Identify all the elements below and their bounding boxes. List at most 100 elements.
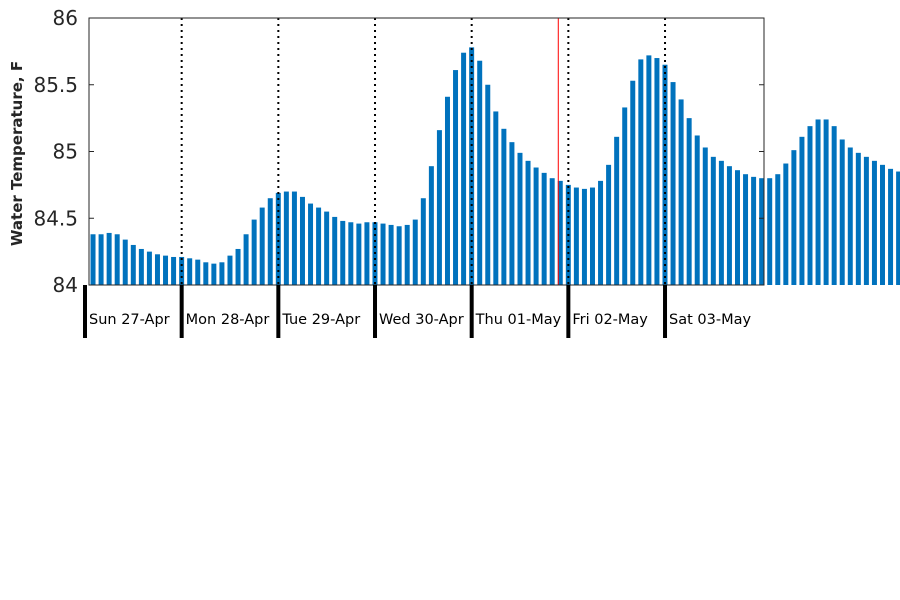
bar	[106, 232, 112, 285]
bar	[735, 170, 740, 285]
bar	[348, 222, 354, 285]
bar	[453, 70, 459, 285]
bar	[557, 180, 563, 285]
bar	[324, 211, 330, 285]
bar	[227, 255, 233, 285]
y-tick-label: 86	[53, 6, 78, 30]
bar	[444, 96, 450, 286]
bar	[702, 147, 708, 285]
bar	[622, 107, 628, 285]
y-axis-ticks: 84 84.5 85 85.5 86	[33, 6, 764, 297]
bar	[356, 223, 362, 285]
day-label: Mon 28-Apr	[186, 312, 270, 328]
bar	[163, 255, 169, 285]
x-axis-days: Sun 27-Apr Mon 28-Apr Tue 29-Apr Wed 30-Apr…	[83, 285, 751, 338]
bar	[428, 166, 434, 285]
bar	[130, 244, 136, 285]
bar	[847, 147, 853, 285]
bar	[598, 180, 604, 285]
bar	[267, 198, 273, 285]
bar	[332, 216, 338, 285]
bar	[863, 156, 869, 285]
bar	[678, 99, 684, 286]
bar	[581, 188, 587, 285]
bar	[299, 196, 305, 285]
bar	[154, 254, 160, 285]
bar	[211, 263, 217, 285]
y-tick-label: 84.5	[33, 206, 78, 230]
bar	[203, 262, 209, 285]
bar	[871, 160, 877, 285]
bar	[90, 234, 96, 285]
bar	[606, 164, 612, 285]
bar	[573, 187, 579, 285]
bar	[775, 174, 781, 285]
bar	[340, 220, 346, 285]
bar	[549, 178, 555, 285]
bar	[646, 55, 652, 285]
bar	[759, 178, 765, 285]
day-label: Tue 29-Apr	[281, 312, 360, 328]
y-tick-label: 85	[53, 140, 78, 164]
bar	[839, 139, 845, 285]
bar	[283, 191, 289, 285]
bar	[694, 135, 700, 285]
bar	[880, 164, 885, 285]
day-label: Wed 30-Apr	[379, 312, 464, 328]
bar	[670, 82, 676, 285]
bar	[187, 258, 193, 285]
bar	[436, 130, 442, 285]
bar	[316, 207, 322, 285]
bar	[855, 152, 861, 285]
bar	[767, 178, 773, 285]
bar	[171, 256, 177, 285]
bar	[291, 191, 297, 285]
day-separator-lines	[180, 18, 667, 285]
day-label: Sat 03-May	[669, 312, 751, 328]
bar	[630, 80, 636, 286]
bar	[138, 248, 144, 285]
day-label: Sun 27-Apr	[89, 312, 170, 328]
bar	[807, 126, 813, 285]
bar	[219, 262, 225, 285]
y-axis-label: Water Temperature, F	[8, 61, 26, 246]
bar	[259, 207, 265, 285]
bar	[509, 142, 515, 285]
bar	[751, 176, 757, 285]
bar	[98, 234, 104, 285]
bar	[686, 118, 692, 286]
bar	[517, 152, 523, 285]
bar	[388, 224, 394, 285]
bar	[404, 224, 410, 285]
bar	[114, 234, 120, 285]
bar	[815, 119, 821, 286]
bar-series	[90, 47, 900, 286]
bar	[275, 192, 281, 285]
bar	[783, 163, 789, 285]
bar	[308, 203, 314, 285]
bar	[396, 226, 402, 285]
bar	[791, 150, 797, 285]
bar	[823, 119, 829, 286]
bar	[235, 248, 241, 285]
bar	[469, 47, 475, 286]
bar	[195, 259, 201, 285]
day-label: Thu 01-May	[475, 312, 562, 328]
bar	[799, 136, 805, 285]
bar	[831, 126, 837, 285]
bar	[654, 58, 660, 285]
bar	[122, 239, 128, 285]
bar	[726, 166, 732, 285]
bar	[477, 60, 483, 285]
bar	[420, 198, 426, 285]
bar	[146, 251, 152, 286]
bar	[541, 172, 547, 285]
bar	[485, 84, 491, 285]
day-label: Fri 02-May	[572, 312, 648, 328]
bar	[493, 111, 499, 285]
bar	[501, 128, 507, 285]
y-tick-label: 84	[53, 273, 78, 297]
bar	[251, 219, 257, 285]
bar	[638, 59, 644, 285]
bar	[710, 156, 716, 285]
